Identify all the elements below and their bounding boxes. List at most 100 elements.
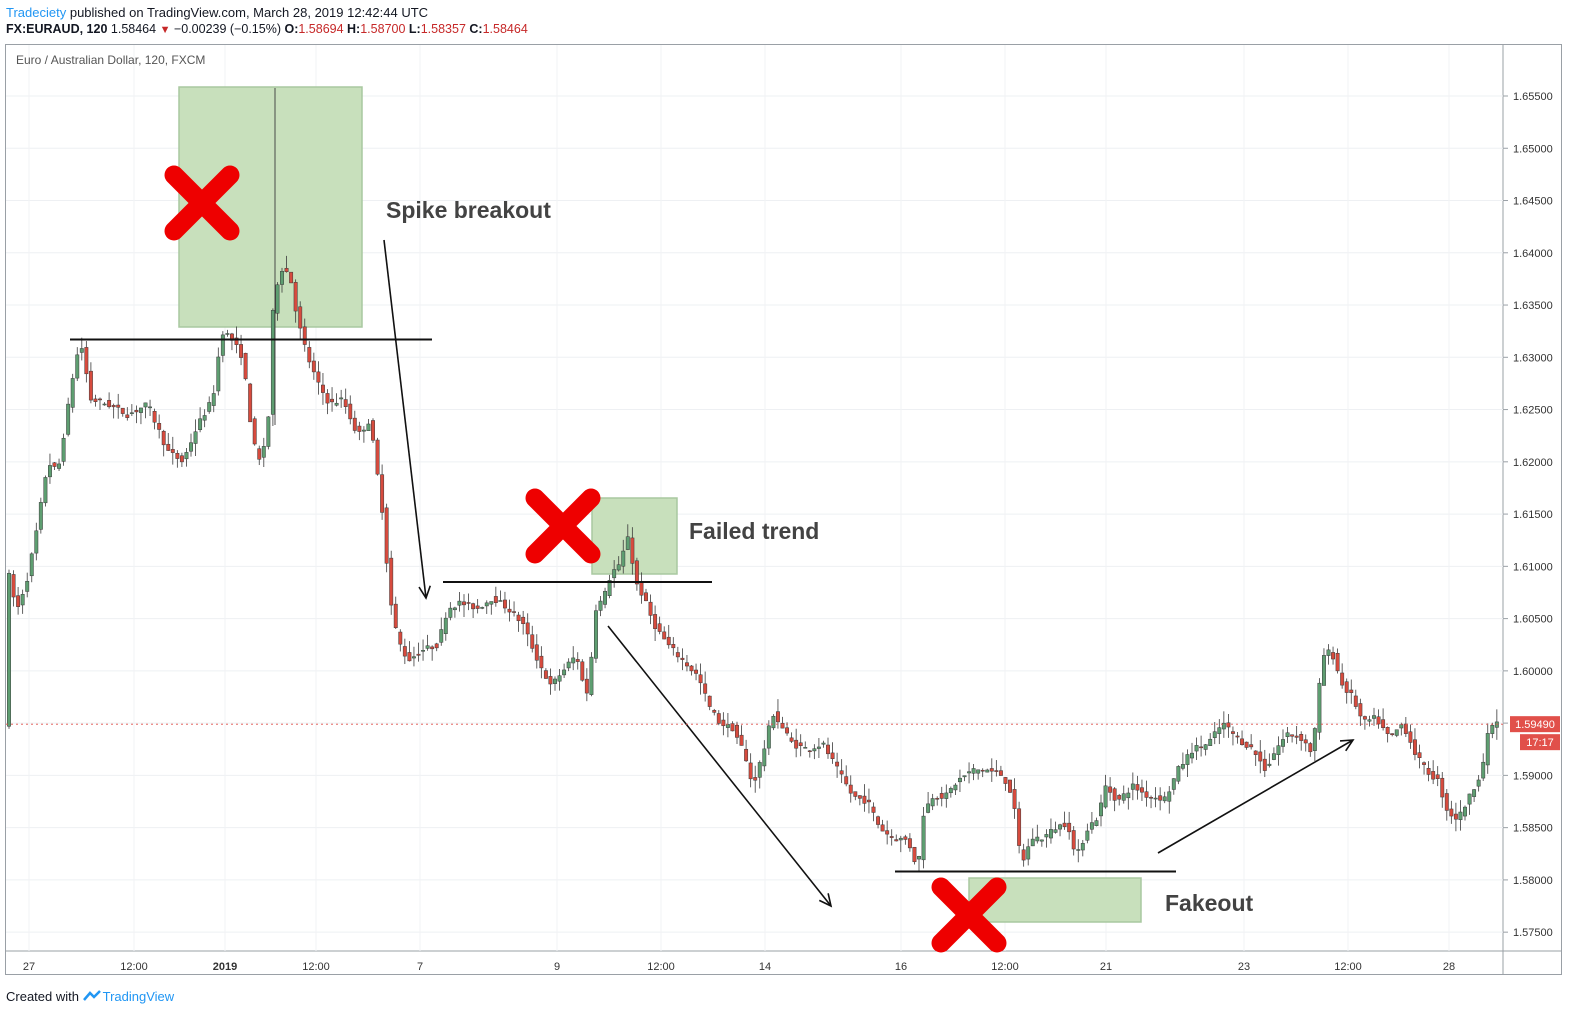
chart-frame[interactable] — [5, 44, 1562, 975]
price-tick-label: 1.63500 — [1513, 300, 1553, 312]
price-tick-label: 1.61500 — [1513, 509, 1553, 521]
candle-down — [325, 393, 330, 404]
candle-down — [88, 370, 93, 401]
candle-up — [1171, 778, 1176, 790]
candle-down — [371, 420, 375, 441]
candle-down — [903, 836, 908, 840]
published-text: published on TradingView.com, March 28, … — [69, 5, 429, 20]
candle-up — [366, 423, 371, 431]
candle-down — [1149, 797, 1153, 799]
candle-up — [1267, 763, 1272, 766]
open-value: 1.58694 — [298, 22, 344, 36]
arrow-after-fakeout — [1157, 739, 1355, 854]
time-tick-label: 16 — [895, 961, 907, 973]
candle-up — [484, 602, 489, 607]
candle-up — [594, 610, 598, 659]
price-tick-label: 1.60500 — [1513, 614, 1553, 626]
candle-down — [471, 603, 476, 610]
candle-up — [1049, 829, 1053, 839]
fakeout-label: Fakeout — [1165, 890, 1254, 916]
candle-up — [958, 777, 962, 783]
candle-down — [1390, 733, 1395, 736]
candle-down — [1244, 741, 1249, 748]
author-link[interactable]: Tradeciety — [6, 5, 67, 20]
candle-down — [980, 769, 985, 772]
candle-up — [1467, 793, 1472, 805]
price-axis[interactable]: 1.65500 1.65000 1.64500 1.64000 1.63500 1.630… — [1503, 91, 1560, 939]
candle-down — [1408, 731, 1413, 743]
candle-up — [803, 747, 808, 749]
price-tick-label: 1.64000 — [1513, 248, 1553, 260]
candle-down — [307, 347, 312, 363]
candle-up — [985, 769, 990, 773]
candle-down — [1449, 808, 1454, 817]
last-price: 1.58464 — [110, 22, 157, 36]
candle-down — [653, 614, 658, 629]
candle-up — [1485, 733, 1490, 766]
candle-down — [1067, 822, 1072, 833]
candle-down — [343, 399, 348, 407]
candle-up — [220, 334, 225, 356]
candle-down — [525, 622, 530, 635]
candle-up — [607, 580, 612, 596]
candle-down — [735, 724, 739, 738]
candle-up — [1130, 783, 1135, 790]
candle-up — [1394, 729, 1399, 736]
candle-down — [580, 661, 585, 681]
candle-up — [1167, 791, 1172, 802]
candle-down — [1258, 751, 1263, 762]
candle-down — [1381, 719, 1386, 728]
candle-up — [930, 798, 935, 807]
candle-down — [107, 400, 112, 408]
candle-up — [1312, 728, 1317, 751]
candle-up — [1221, 722, 1226, 730]
candle-down — [243, 352, 248, 380]
candle-up — [962, 775, 967, 778]
candle-down — [867, 799, 871, 803]
candle-down — [1435, 774, 1440, 780]
candle-up — [1080, 843, 1085, 851]
candle-down — [1290, 734, 1295, 737]
candle-down — [798, 742, 803, 746]
candle-down — [912, 846, 917, 863]
fakeout-cross-icon — [931, 877, 1007, 953]
price-tick-label: 1.58500 — [1513, 823, 1553, 835]
cross-stroke — [525, 488, 601, 564]
candle-up — [7, 572, 11, 727]
price-tag-label: 1.59490 — [1515, 719, 1555, 731]
candle-up — [762, 748, 767, 767]
candle-down — [507, 608, 512, 613]
candle-down — [93, 398, 98, 402]
candle-down — [407, 652, 412, 662]
chart-title: Euro / Australian Dollar, 120, FXCM — [16, 53, 205, 67]
time-axis[interactable]: 27 12:00 2019 12:00 7 9 12:00 14 16 12:00 21 23 12:0… — [23, 961, 1455, 973]
candle-up — [766, 725, 771, 749]
price-tick-label: 1.60000 — [1513, 666, 1553, 678]
candle-up — [616, 564, 621, 571]
time-tick-label: 12:00 — [120, 961, 148, 973]
candle-up — [79, 348, 84, 353]
candle-down — [539, 655, 544, 669]
candle-up — [944, 792, 949, 799]
candle-down — [1012, 789, 1017, 809]
candle-up — [921, 815, 926, 861]
candle-up — [1153, 797, 1158, 800]
candle-up — [270, 310, 275, 415]
candle-down — [789, 737, 794, 742]
candle-down — [1358, 703, 1363, 717]
high-label: H: — [347, 22, 361, 36]
candle-up — [621, 550, 626, 567]
candle-up — [1190, 752, 1194, 759]
candle-down — [375, 439, 380, 475]
time-tick-label: 14 — [759, 961, 771, 973]
tradingview-brand[interactable]: TradingView — [102, 989, 175, 1004]
tradingview-logo-icon — [82, 990, 101, 1001]
time-tick-label: 7 — [417, 961, 423, 973]
time-tick-label: 21 — [1100, 961, 1112, 973]
candle-down — [430, 646, 435, 650]
candle-down — [853, 791, 858, 797]
candle-down — [1294, 735, 1299, 738]
candle-up — [589, 656, 594, 695]
candle-up — [439, 629, 444, 643]
